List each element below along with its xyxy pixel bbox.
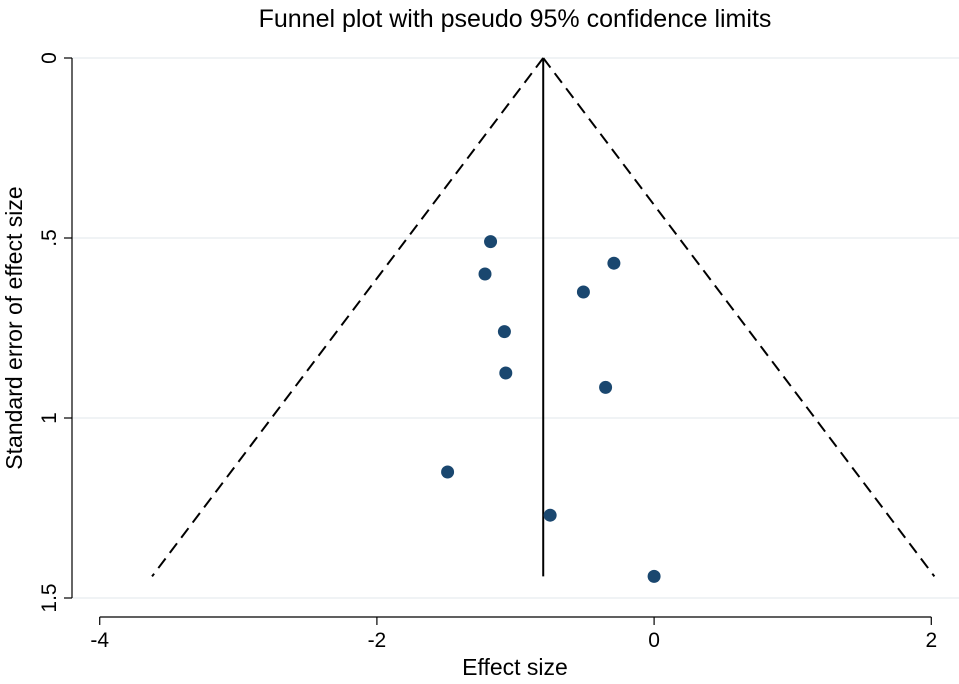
y-tick-label-2: 1 [38, 412, 61, 424]
data-point-8 [543, 508, 557, 522]
x-tick-label-2: 0 [648, 629, 660, 652]
data-point-0 [484, 235, 498, 249]
x-tick-label-3: 2 [925, 629, 937, 652]
data-point-6 [599, 380, 613, 394]
y-tick-label-3: 1.5 [38, 583, 61, 612]
y-axis-title: Standard error of effect size [1, 186, 27, 469]
data-points [441, 235, 661, 583]
data-point-1 [478, 267, 492, 281]
grid-lines [72, 57, 959, 599]
data-point-7 [441, 465, 455, 479]
data-point-9 [647, 569, 661, 583]
data-point-2 [607, 256, 621, 270]
data-point-4 [497, 325, 511, 339]
lower-ci-limit-line [151, 57, 545, 578]
upper-ci-limit-line [542, 57, 936, 578]
x-tick-label-1: -2 [368, 629, 387, 652]
chart-title: Funnel plot with pseudo 95% confidence l… [259, 5, 772, 33]
funnel-lines [151, 57, 936, 578]
x-tick-label-0: -4 [90, 629, 109, 652]
axes: -4 -2 0 2 0 .5 1 1.5 [38, 52, 937, 652]
data-point-5 [499, 366, 513, 380]
y-tick-label-1: .5 [38, 229, 61, 247]
y-tick-label-0: 0 [38, 52, 61, 64]
data-point-3 [576, 285, 590, 299]
x-axis-title: Effect size [462, 654, 568, 680]
